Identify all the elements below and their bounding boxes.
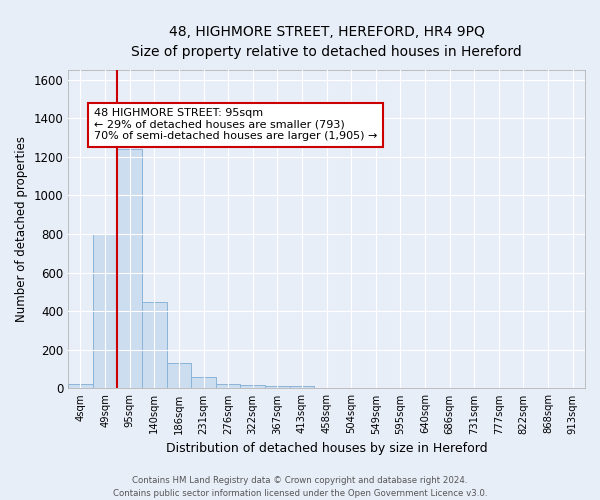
Bar [265, 386, 290, 388]
Bar [191, 377, 216, 388]
Bar [216, 384, 241, 388]
X-axis label: Distribution of detached houses by size in Hereford: Distribution of detached houses by size … [166, 442, 487, 455]
Text: Contains HM Land Registry data © Crown copyright and database right 2024.
Contai: Contains HM Land Registry data © Crown c… [113, 476, 487, 498]
Bar [118, 149, 142, 388]
Title: 48, HIGHMORE STREET, HEREFORD, HR4 9PQ
Size of property relative to detached hou: 48, HIGHMORE STREET, HEREFORD, HR4 9PQ S… [131, 24, 522, 59]
Bar [93, 234, 118, 388]
Bar [241, 385, 265, 388]
Bar [290, 386, 314, 388]
Y-axis label: Number of detached properties: Number of detached properties [15, 136, 28, 322]
Bar [167, 364, 191, 388]
Bar [142, 302, 167, 388]
Bar [68, 384, 93, 388]
Text: 48 HIGHMORE STREET: 95sqm
← 29% of detached houses are smaller (793)
70% of semi: 48 HIGHMORE STREET: 95sqm ← 29% of detac… [94, 108, 377, 142]
